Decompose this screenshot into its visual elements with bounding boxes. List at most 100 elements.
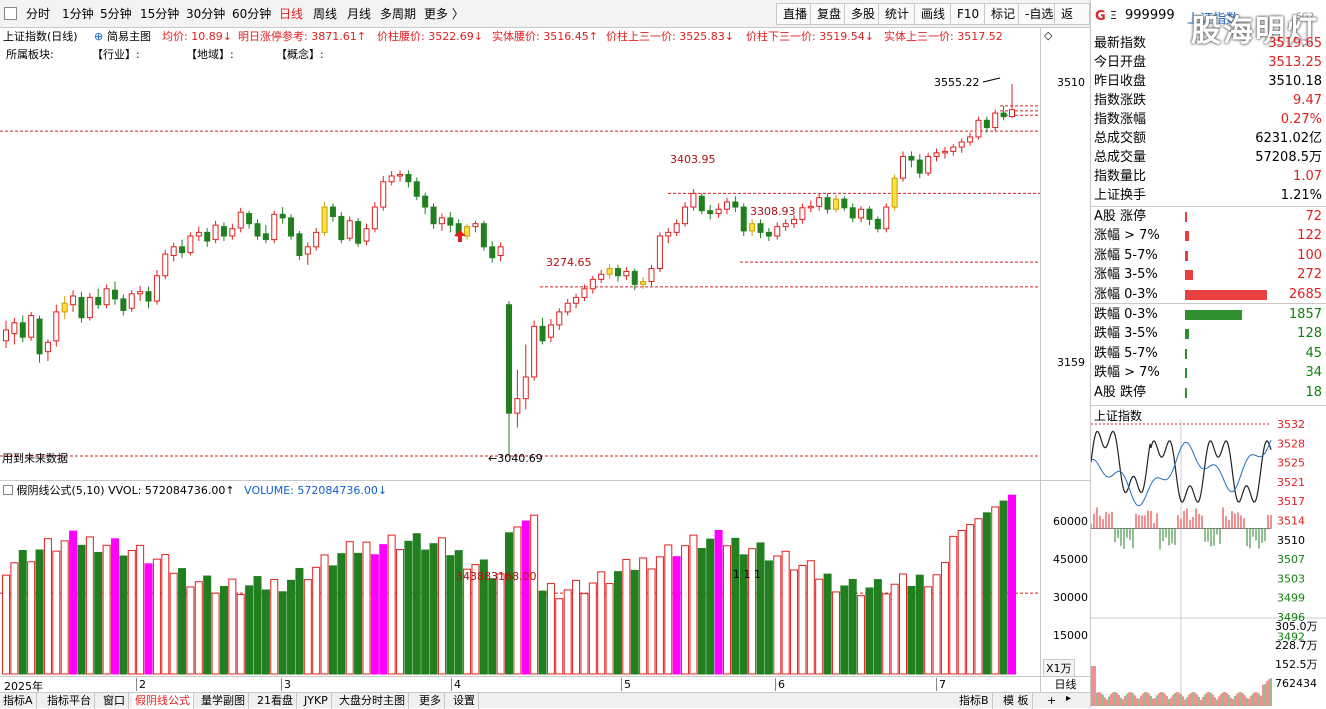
chart-title: 上证指数(日线) — [3, 30, 78, 43]
stat-row: 今日开盘 3513.25 — [1091, 53, 1326, 72]
period-multi[interactable]: 多周期 — [380, 7, 417, 21]
period-5min[interactable]: 5分钟 — [100, 7, 132, 21]
candle-body — [522, 376, 529, 400]
mini-price-tick: 3517 — [1277, 495, 1305, 508]
candle — [732, 196, 739, 213]
support-label: 3274.65 — [546, 256, 592, 269]
tab-indicator-platform[interactable]: 指标平台 — [44, 693, 95, 709]
period-more[interactable]: 更多 〉 — [424, 7, 464, 21]
mark-button[interactable]: 标记 — [984, 3, 1023, 25]
volume-bar — [144, 563, 153, 675]
tab-window[interactable]: 窗口 — [100, 693, 129, 709]
intraday-mini-chart[interactable]: 上证指数 3532 3528 3525 3521 3517 3514 3510 3507 350… — [1091, 405, 1326, 708]
tab-jykp[interactable]: JYKP — [301, 693, 332, 709]
volume-bar — [521, 520, 530, 675]
period-indicator[interactable]: 日线 — [1040, 676, 1090, 692]
candle-body — [137, 291, 144, 295]
volume-bar — [437, 537, 446, 675]
f10-button[interactable]: F10 — [950, 3, 987, 25]
volume-bar — [303, 579, 312, 675]
volume-bar — [689, 534, 698, 675]
candle — [321, 202, 328, 236]
distribution-row: A股 跌停 18 — [1091, 383, 1326, 402]
period-60min[interactable]: 60分钟 — [232, 7, 272, 21]
candle — [589, 275, 596, 294]
date-label: 7 — [936, 678, 946, 691]
distribution-row: 涨幅 0-3% 2685 — [1091, 285, 1326, 304]
volume-bar — [27, 561, 36, 675]
mini-price-tick: 3525 — [1277, 457, 1305, 470]
scroll-right-icon[interactable]: ▸ — [1066, 693, 1072, 704]
candle-body — [288, 217, 295, 237]
period-1min[interactable]: 1分钟 — [62, 7, 94, 21]
simple-main-label[interactable]: 简易主图 — [107, 30, 151, 43]
stats-button[interactable]: 统计 — [878, 3, 917, 25]
menu-icon[interactable]: ⊕ — [94, 30, 104, 43]
volume-bar — [555, 598, 564, 675]
candle-body — [388, 175, 395, 183]
stat-value: 6231.02亿 — [1255, 131, 1322, 146]
tab-indicator-a[interactable]: 指标A — [0, 693, 37, 709]
candle — [698, 193, 705, 215]
stat-value: 9.47 — [1293, 93, 1322, 108]
period-30min[interactable]: 30分钟 — [186, 7, 226, 21]
tab-fake-yin[interactable]: 假阴线公式 — [132, 693, 194, 709]
window-icon[interactable] — [4, 7, 17, 20]
distribution-label: A股 跌停 — [1094, 384, 1147, 400]
tab-more[interactable]: 更多 — [416, 693, 445, 709]
vol-unit[interactable]: X1万 — [1043, 659, 1075, 677]
candle — [824, 193, 831, 214]
tab-volume-sub[interactable]: 量学副图 — [198, 693, 249, 709]
volume-bar — [949, 535, 958, 675]
menu-icon[interactable]: Ξ — [1110, 9, 1117, 22]
period-15min[interactable]: 15分钟 — [140, 7, 180, 21]
candle — [195, 226, 202, 242]
tab-market-intraday[interactable]: 大盘分时主图 — [336, 693, 409, 709]
distribution-bar — [1185, 250, 1188, 261]
candle-body — [849, 207, 856, 219]
volume-bar — [706, 538, 715, 675]
candle-body — [967, 136, 974, 143]
volume-bar — [85, 536, 94, 675]
candle — [28, 311, 35, 341]
sg-tag: SG2 — [1296, 12, 1315, 22]
period-weekly[interactable]: 周线 — [313, 7, 338, 21]
volume-bar — [270, 578, 279, 675]
period-daily[interactable]: 日线 — [279, 7, 304, 21]
tab-settings[interactable]: 设置 — [450, 693, 479, 709]
stat-label: 昨日收盘 — [1094, 74, 1147, 89]
volume-panel[interactable]: 假阴线公式(5,10) VVOL: 572084736.00↑ VOLUME: … — [0, 480, 1040, 676]
collapse-icon[interactable] — [3, 485, 13, 495]
candlestick-chart[interactable]: 3555.22 ←3040.69 3403.95 3308.93 3274.65 用到未来… — [0, 64, 1040, 480]
distribution-row: 跌幅 > 7% 34 — [1091, 363, 1326, 382]
watermark-logo: 股海明灯 — [1191, 14, 1319, 49]
multi-stock-button[interactable]: 多股 — [844, 3, 883, 25]
live-button[interactable]: 直播 — [776, 3, 815, 25]
period-monthly[interactable]: 月线 — [347, 7, 372, 21]
back-button[interactable]: 返回 — [1054, 3, 1090, 41]
candle — [908, 151, 915, 168]
period-fenshi[interactable]: 分时 — [26, 7, 51, 21]
candle-body — [564, 302, 571, 313]
distribution-row: 涨幅 3-5% 272 — [1091, 265, 1326, 284]
volume-bar — [714, 529, 723, 675]
volume-bar — [52, 550, 61, 675]
candle-body — [480, 223, 487, 248]
info-icon[interactable]: ◇ — [1044, 29, 1053, 42]
candle — [640, 277, 647, 289]
add-icon[interactable]: + — [1047, 694, 1057, 707]
candle-body — [958, 141, 965, 148]
waist-price: 价柱腰价: 3522.69↓ — [377, 30, 483, 43]
candle — [707, 204, 714, 220]
volume-bar — [639, 557, 648, 675]
period-toolbar: 分时 1分钟 5分钟 15分钟 30分钟 60分钟 日线 周线 月线 多周期 更… — [0, 0, 1090, 41]
replay-button[interactable]: 复盘 — [810, 3, 849, 25]
distribution-row: 跌幅 5-7% 45 — [1091, 344, 1326, 363]
draw-line-button[interactable]: 画线 — [914, 3, 953, 25]
tab-21-watch[interactable]: 21看盘 — [254, 693, 297, 709]
tab-template[interactable]: 模 板 — [1000, 693, 1033, 709]
tab-indicator-b[interactable]: 指标B — [956, 693, 993, 709]
candle-body — [992, 112, 999, 129]
volume-bar — [890, 583, 899, 675]
g-icon[interactable]: G — [1095, 9, 1106, 24]
